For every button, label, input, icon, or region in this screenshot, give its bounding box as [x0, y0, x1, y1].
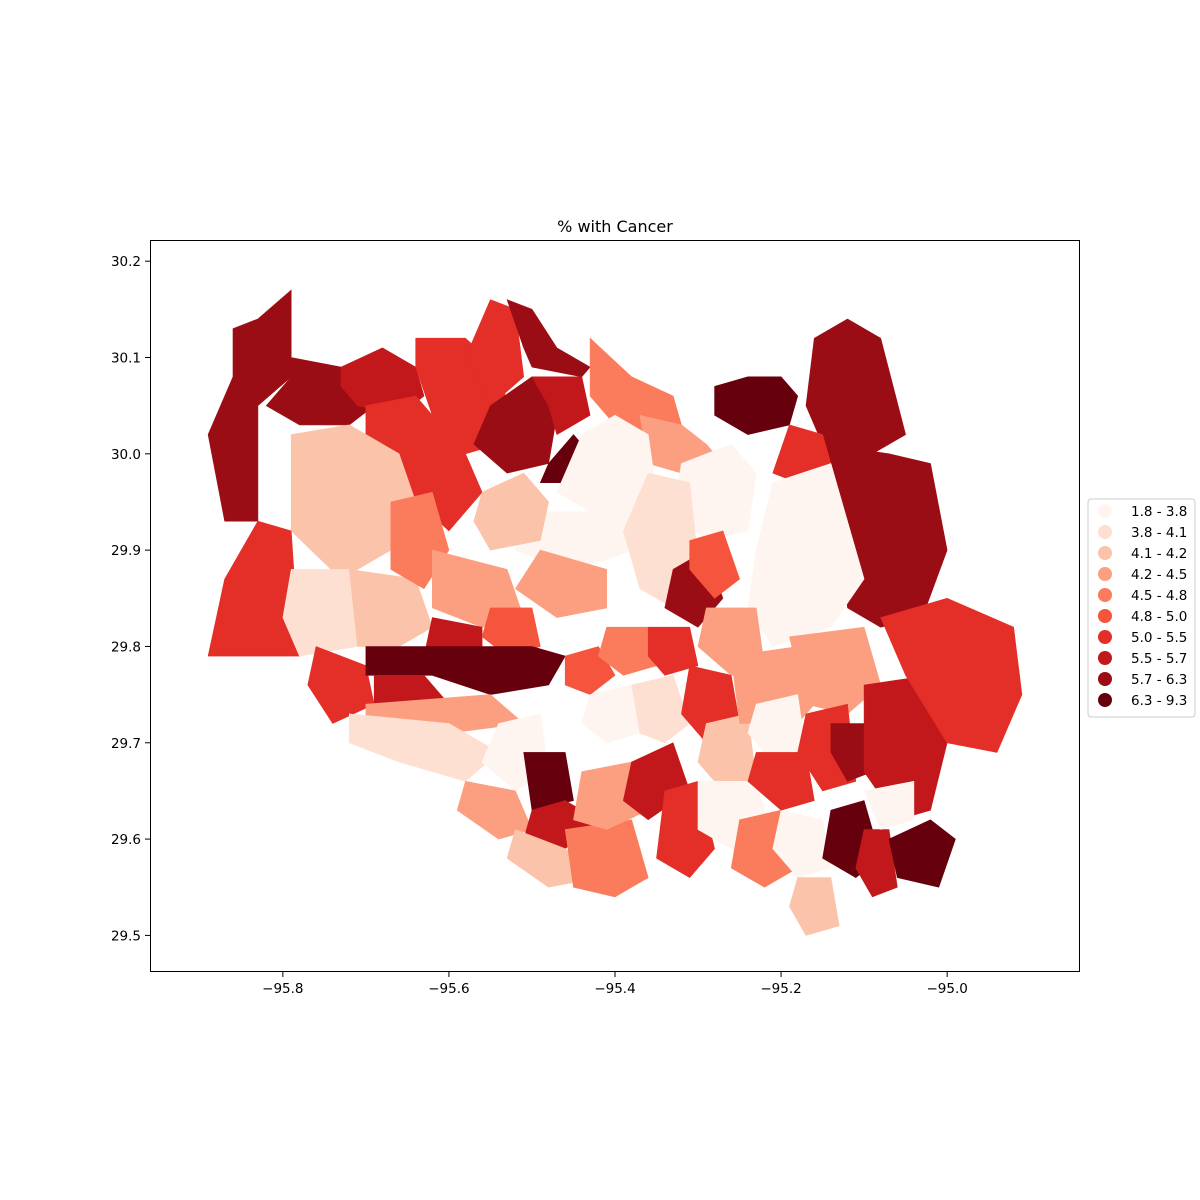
map-region [523, 752, 574, 811]
legend-label: 1.8 - 3.8 [1131, 504, 1187, 520]
legend-label: 4.5 - 4.8 [1131, 588, 1187, 604]
map-region [714, 376, 799, 435]
map-region [888, 819, 956, 888]
map-region [772, 809, 832, 878]
map-region [506, 299, 591, 378]
legend-label: 6.3 - 9.3 [1131, 693, 1187, 709]
map-region [789, 877, 840, 936]
x-axis: −95.8 −95.6 −95.4 −95.2 −95.0 [262, 972, 968, 997]
legend-label: 5.5 - 5.7 [1131, 651, 1187, 667]
legend-swatch [1098, 504, 1112, 518]
legend-swatch [1098, 651, 1112, 665]
y-tick-label: 29.9 [111, 543, 141, 559]
y-tick-label: 29.8 [111, 639, 141, 655]
map-regions [207, 289, 1023, 936]
legend-label: 4.2 - 4.5 [1131, 567, 1187, 583]
map-region [805, 318, 906, 455]
map-region [531, 376, 591, 435]
legend-swatch [1098, 525, 1112, 539]
legend-label: 4.8 - 5.0 [1131, 609, 1187, 625]
y-tick-label: 30.0 [111, 447, 141, 463]
legend-swatch [1098, 630, 1112, 644]
map-region [863, 780, 915, 830]
y-tick-label: 29.5 [111, 928, 141, 944]
legend-swatch [1098, 567, 1112, 581]
y-tick-label: 30.2 [111, 254, 141, 270]
y-tick-label: 29.7 [111, 736, 141, 752]
map-region [515, 549, 608, 618]
map-region [689, 530, 740, 599]
map-region [647, 626, 699, 676]
map-region [581, 684, 641, 744]
y-tick-label: 30.1 [111, 351, 141, 367]
legend-label: 4.1 - 4.2 [1131, 546, 1187, 562]
map-region [598, 626, 657, 676]
map-region [473, 472, 549, 551]
legend-swatch [1098, 546, 1112, 560]
map-region [830, 723, 873, 782]
x-tick-label: −95.4 [594, 981, 635, 997]
chart-title: % with Cancer [557, 217, 673, 236]
map-region [564, 819, 649, 898]
legend-box [1087, 498, 1196, 718]
x-tick-label: −95.6 [428, 981, 469, 997]
y-tick-label: 29.6 [111, 832, 141, 848]
map-region [631, 674, 691, 744]
map-region [880, 597, 1023, 753]
map-region [747, 694, 807, 763]
legend-swatch [1098, 588, 1112, 602]
x-tick-label: −95.2 [760, 981, 801, 997]
map-region [456, 780, 533, 840]
map-region [207, 520, 300, 657]
legend-swatch [1098, 693, 1112, 707]
map-region [855, 829, 898, 898]
legend-label: 3.8 - 4.1 [1131, 525, 1187, 541]
legend-swatch [1098, 609, 1112, 623]
map-region [697, 713, 757, 792]
legend-swatch [1098, 672, 1112, 686]
y-axis: 29.5 29.6 29.7 29.8 29.9 30.0 30.1 30.2 [111, 254, 150, 944]
plot-frame [150, 240, 1080, 972]
map-region [307, 646, 375, 724]
legend-label: 5.7 - 6.3 [1131, 672, 1187, 688]
map-region [589, 337, 682, 435]
map-region [282, 569, 358, 657]
map-region [207, 289, 292, 522]
x-tick-label: −95.0 [926, 981, 967, 997]
legend-label: 5.0 - 5.5 [1131, 630, 1187, 646]
x-tick-label: −95.8 [262, 981, 303, 997]
legend: 1.8 - 3.8 3.8 - 4.1 4.1 - 4.2 4.2 - 4.5 4.5 … [1087, 498, 1196, 718]
